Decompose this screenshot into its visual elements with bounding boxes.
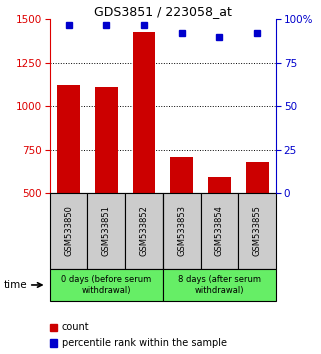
Text: GSM533851: GSM533851 <box>102 206 111 256</box>
Text: time: time <box>3 280 27 290</box>
Text: GSM533852: GSM533852 <box>140 206 149 256</box>
Bar <box>57 85 80 193</box>
Bar <box>246 162 268 193</box>
Text: 8 days (after serum
withdrawal): 8 days (after serum withdrawal) <box>178 275 261 295</box>
Bar <box>125 193 163 269</box>
Bar <box>50 269 163 301</box>
Text: percentile rank within the sample: percentile rank within the sample <box>62 338 227 348</box>
Bar <box>95 87 117 193</box>
Text: 0 days (before serum
withdrawal): 0 days (before serum withdrawal) <box>61 275 152 295</box>
Bar <box>170 156 193 193</box>
Bar <box>238 193 276 269</box>
Bar <box>133 32 155 193</box>
Bar <box>201 193 238 269</box>
Bar <box>163 193 201 269</box>
Bar <box>208 177 231 193</box>
Text: count: count <box>62 322 89 332</box>
Text: GSM533855: GSM533855 <box>253 206 262 256</box>
Text: GSM533853: GSM533853 <box>177 205 186 257</box>
Bar <box>87 193 125 269</box>
Title: GDS3851 / 223058_at: GDS3851 / 223058_at <box>94 5 232 18</box>
Bar <box>50 193 87 269</box>
Text: GSM533854: GSM533854 <box>215 206 224 256</box>
Text: GSM533850: GSM533850 <box>64 206 73 256</box>
Bar <box>163 269 276 301</box>
